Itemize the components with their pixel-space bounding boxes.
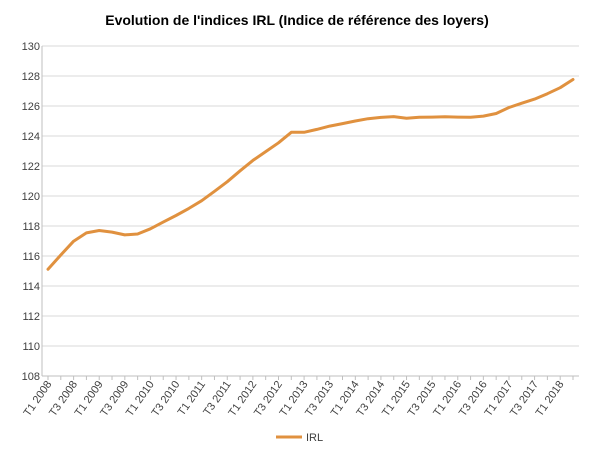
y-tick-label: 112 [22, 311, 40, 323]
y-tick-label: 124 [22, 131, 40, 143]
axes [41, 46, 579, 380]
y-tick-label: 114 [22, 281, 40, 293]
y-tick-label: 130 [22, 41, 40, 53]
series-layer [46, 78, 575, 271]
y-tick-labels: 108 110 112 114 116 118 120 122 124 126 128 130 [22, 41, 40, 383]
y-tick-label: 116 [22, 251, 40, 263]
legend: IRL [276, 432, 323, 444]
y-tick-label: 110 [22, 341, 40, 353]
y-tick-label: 108 [22, 371, 40, 383]
y-tick-label: 126 [22, 101, 40, 113]
legend-label-irl: IRL [306, 432, 323, 444]
y-tick-label: 122 [22, 161, 40, 173]
series-line-irl [46, 78, 575, 271]
chart-title: Evolution de l'indices IRL (Indice de ré… [105, 12, 489, 28]
y-tick-label: 118 [22, 221, 40, 233]
y-tick-label: 120 [22, 191, 40, 203]
y-tick-label: 128 [22, 71, 40, 83]
gridlines [42, 45, 579, 347]
